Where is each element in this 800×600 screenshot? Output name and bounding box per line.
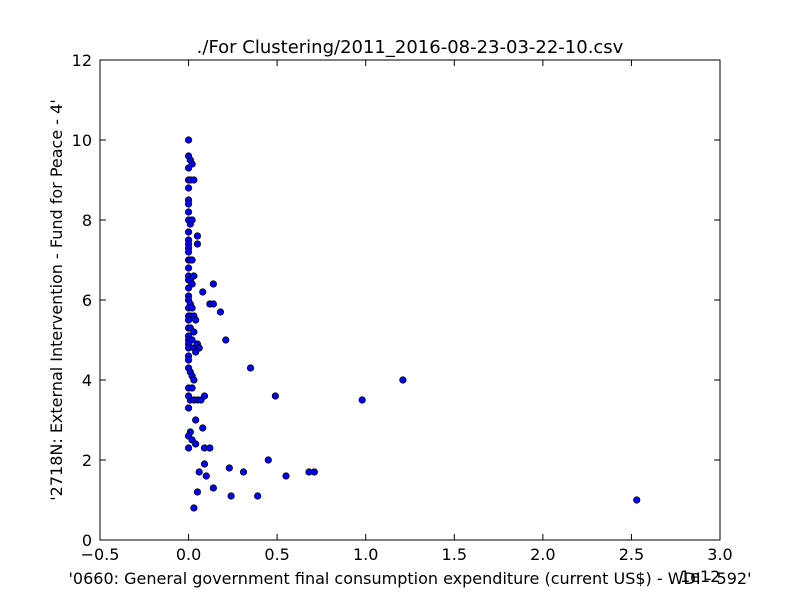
data-point: [195, 468, 203, 476]
x-tick-label: 2.5: [619, 545, 644, 564]
data-point: [193, 240, 202, 248]
data-point: [184, 208, 193, 216]
data-point: [209, 484, 217, 492]
data-point: [282, 472, 290, 480]
data-point: [200, 392, 209, 400]
data-point: [188, 304, 196, 312]
y-axis-label: '2718N: External Intervention - Fund for…: [47, 99, 66, 500]
y-tick-label: 4: [82, 371, 92, 390]
data-point: [200, 460, 209, 468]
data-point: [192, 316, 200, 324]
data-point: [222, 336, 230, 344]
data-point: [188, 384, 196, 392]
data-point: [188, 216, 196, 224]
data-point: [358, 396, 366, 404]
x-tick-label: −0.5: [81, 545, 120, 564]
data-point: [254, 492, 262, 500]
data-point: [190, 176, 198, 184]
data-point: [209, 300, 217, 308]
data-point: [193, 232, 202, 240]
data-point: [184, 164, 193, 172]
chart-title: ./For Clustering/2011_2016-08-23-03-22-1…: [197, 37, 624, 58]
data-point: [184, 316, 193, 324]
data-points: [184, 136, 641, 512]
data-point: [399, 376, 407, 384]
x-axis: −0.5 0.0 0.5 1.0 1.5 2.0 2.5 3.0: [81, 60, 733, 564]
data-point: [184, 228, 193, 236]
x-tick-label: 3.0: [707, 545, 732, 564]
data-point: [184, 248, 193, 256]
y-tick-label: 0: [82, 531, 92, 550]
data-point: [202, 472, 210, 480]
y-tick-label: 10: [72, 131, 92, 150]
data-point: [190, 272, 198, 280]
data-point: [633, 496, 641, 504]
x-tick-label: 0.5: [264, 545, 289, 564]
data-point: [192, 416, 200, 424]
data-point: [184, 184, 193, 192]
y-tick-label: 2: [82, 451, 92, 470]
data-point: [184, 200, 193, 208]
data-point: [199, 288, 207, 296]
data-point: [190, 504, 198, 512]
data-point: [206, 444, 214, 452]
x-axis-label: '0660: General government final consumpt…: [69, 569, 752, 588]
data-point: [192, 440, 200, 448]
data-point: [271, 392, 279, 400]
data-point: [190, 328, 198, 336]
data-point: [188, 256, 196, 264]
y-tick-label: 8: [82, 211, 92, 230]
data-point: [264, 456, 272, 464]
data-point: [225, 464, 233, 472]
plot-background: [100, 60, 720, 540]
data-point: [184, 284, 193, 292]
plot-area: [99, 59, 721, 541]
x-tick-label: 0.0: [176, 545, 201, 564]
data-point: [239, 468, 248, 476]
x-tick-label: 1.5: [442, 545, 467, 564]
data-point: [184, 264, 193, 272]
x-tick-label: 2.0: [530, 545, 555, 564]
data-point: [184, 444, 193, 452]
data-point: [192, 348, 200, 356]
y-tick-label: 6: [82, 291, 92, 310]
data-point: [216, 308, 225, 316]
data-point: [184, 356, 193, 364]
data-point: [190, 376, 198, 384]
data-point: [184, 404, 193, 412]
x-tick-label: 1.0: [353, 545, 378, 564]
data-point: [246, 364, 255, 372]
data-point: [310, 468, 318, 476]
data-point: [227, 492, 235, 500]
y-tick-label: 12: [72, 51, 92, 70]
data-point: [209, 280, 217, 288]
x-offset-label: 1e12: [680, 567, 720, 586]
data-point: [199, 424, 207, 432]
y-axis: 0 2 4 6 8 10 12: [72, 51, 720, 550]
data-point: [193, 488, 202, 496]
data-point: [184, 136, 193, 144]
